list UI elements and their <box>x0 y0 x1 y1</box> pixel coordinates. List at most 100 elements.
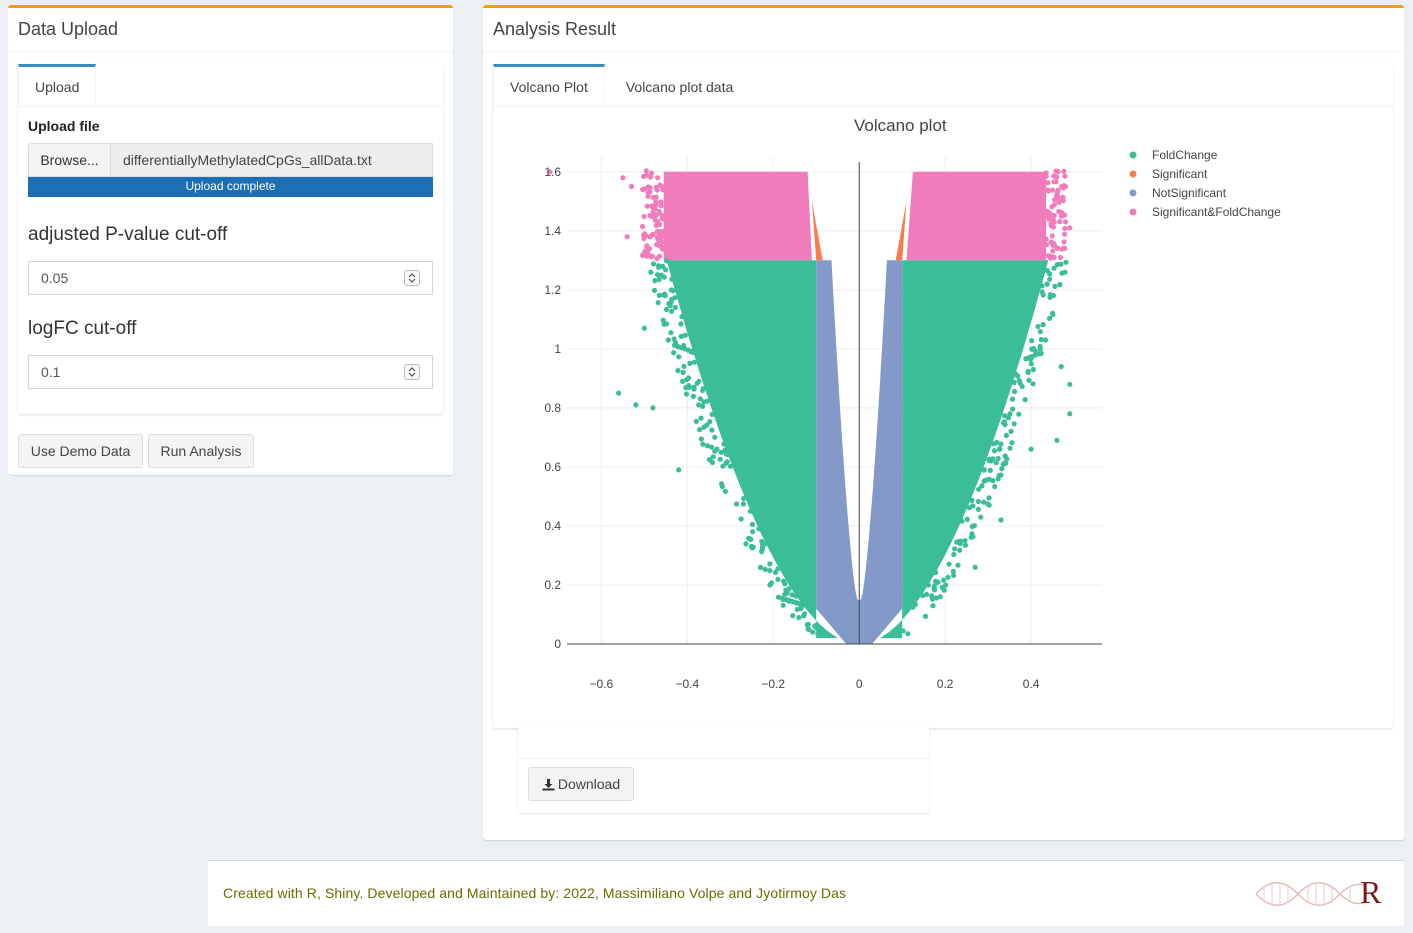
pvalue-cutoff-input[interactable]: 0.05 <box>28 261 433 295</box>
sig-foldchange-point <box>1045 188 1051 194</box>
foldchange-point <box>709 427 715 433</box>
foldchange-point <box>1028 361 1034 367</box>
foldchange-point <box>721 441 727 447</box>
foldchange-point <box>676 354 682 360</box>
sig-foldchange-point <box>647 189 653 195</box>
foldchange-point <box>706 457 713 463</box>
sig-foldchange-outlier <box>620 175 626 181</box>
foldchange-point <box>1059 270 1065 276</box>
foldchange-point <box>681 363 687 369</box>
run-analysis-button[interactable]: Run Analysis <box>148 434 254 468</box>
download-button[interactable]: Download <box>528 767 634 801</box>
foldchange-point <box>957 547 963 553</box>
foldchange-point <box>986 458 992 464</box>
foldchange-left-region <box>666 260 838 639</box>
logfc-cutoff-input[interactable]: 0.1 <box>28 355 433 389</box>
browse-button[interactable]: Browse... <box>28 143 111 177</box>
sig-foldchange-point <box>1061 239 1067 245</box>
sig-foldchange-point <box>654 187 660 193</box>
foldchange-point <box>976 486 982 492</box>
legend-label[interactable]: FoldChange <box>1152 148 1218 162</box>
sig-foldchange-point <box>1054 245 1060 251</box>
tab-volcano-plot-data[interactable]: Volcano plot data <box>625 79 734 95</box>
foldchange-point <box>1051 265 1057 271</box>
foldchange-point <box>688 349 694 355</box>
foldchange-point <box>1007 411 1013 417</box>
sig-foldchange-point <box>650 231 656 237</box>
foldchange-point <box>672 295 678 301</box>
logfc-stepper-icon[interactable] <box>404 364 420 380</box>
sig-foldchange-point <box>657 182 663 188</box>
foldchange-point <box>1038 336 1044 343</box>
use-demo-data-button[interactable]: Use Demo Data <box>18 434 143 468</box>
foldchange-point <box>668 287 674 293</box>
foldchange-point <box>671 350 677 356</box>
foldchange-point <box>759 538 765 545</box>
foldchange-point <box>669 308 675 314</box>
sig-foldchange-point <box>652 206 658 212</box>
sig-foldchange-point <box>658 203 664 209</box>
y-tick-label: 0.2 <box>544 578 561 592</box>
sig-foldchange-right-region <box>906 171 1047 261</box>
foldchange-point <box>1005 415 1011 421</box>
foldchange-point <box>1011 379 1017 386</box>
foldchange-point <box>678 333 684 339</box>
foldchange-point <box>675 368 681 374</box>
foldchange-point <box>767 582 773 588</box>
foldchange-point <box>1042 337 1049 343</box>
foldchange-outlier <box>641 325 647 331</box>
legend-label[interactable]: Significant&FoldChange <box>1152 205 1281 219</box>
foldchange-point <box>691 359 697 365</box>
foldchange-point <box>1025 369 1031 375</box>
foldchange-point <box>928 593 935 599</box>
foldchange-point <box>984 477 990 483</box>
y-tick-label: 0 <box>554 637 561 651</box>
legend-label[interactable]: Significant <box>1152 167 1208 181</box>
foldchange-point <box>1026 377 1032 383</box>
foldchange-point <box>775 566 781 572</box>
foldchange-point <box>717 456 723 462</box>
foldchange-point <box>660 317 666 323</box>
foldchange-point <box>1044 281 1050 287</box>
plot-title: Volcano plot <box>854 116 947 135</box>
foldchange-point <box>652 278 658 284</box>
volcano-plot[interactable]: −0.6 −0.4 −0.2 0 0.2 0.4 0 0.2 0.4 0.6 0.8 1 1.2 1.4 1… <box>520 135 1400 705</box>
foldchange-point <box>1000 420 1006 426</box>
sig-foldchange-point <box>643 252 649 258</box>
foldchange-point <box>933 569 939 576</box>
foldchange-point <box>669 276 675 282</box>
foldchange-point <box>1011 421 1017 427</box>
foldchange-point <box>757 564 764 571</box>
sig-foldchange-point <box>641 213 647 220</box>
foldchange-point <box>994 439 1000 445</box>
x-tick-label: 0 <box>856 677 863 691</box>
foldchange-point <box>672 304 678 311</box>
foldchange-point <box>895 629 901 635</box>
sig-foldchange-point <box>1049 233 1055 239</box>
sig-foldchange-point <box>655 175 661 181</box>
logo-letter: R <box>1360 874 1382 910</box>
sig-foldchange-point <box>649 253 655 259</box>
pvalue-stepper-icon[interactable] <box>404 270 420 286</box>
sig-foldchange-point <box>656 253 662 259</box>
sig-foldchange-point <box>659 239 665 245</box>
foldchange-point <box>667 303 673 309</box>
foldchange-point <box>1008 428 1014 434</box>
foldchange-point <box>790 613 796 619</box>
foldchange-point <box>662 267 669 273</box>
sig-foldchange-point <box>645 193 651 199</box>
sig-foldchange-point <box>1043 236 1049 242</box>
tab-volcano-plot[interactable]: Volcano Plot <box>493 64 605 106</box>
foldchange-point <box>682 332 688 338</box>
sig-foldchange-outlier <box>1067 225 1073 231</box>
legend-label[interactable]: NotSignificant <box>1152 186 1227 200</box>
pvalue-cutoff-label: adjusted P-value cut-off <box>28 224 228 245</box>
foldchange-point <box>756 526 762 532</box>
tab-upload[interactable]: Upload <box>18 64 97 106</box>
y-tick-label: 0.6 <box>544 460 561 474</box>
foldchange-point <box>981 499 987 505</box>
foldchange-point <box>987 467 993 473</box>
foldchange-point <box>700 387 706 393</box>
foldchange-point <box>1047 276 1053 282</box>
foldchange-outlier <box>972 564 978 570</box>
